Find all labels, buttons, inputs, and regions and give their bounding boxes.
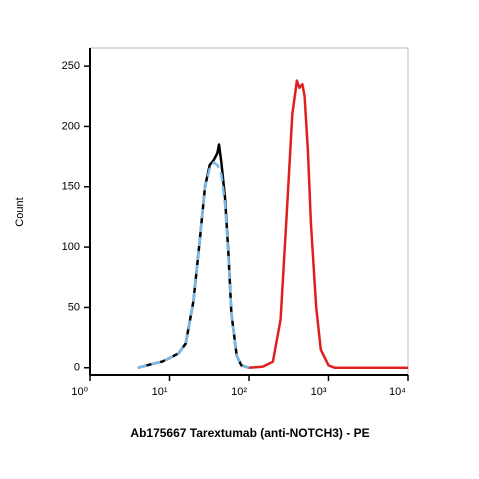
- x-axis-title: Ab175667 Tarextumab (anti-NOTCH3) - PE: [130, 426, 369, 440]
- x-tick-label: 10⁴: [389, 386, 406, 398]
- x-tick-label: 10¹: [152, 386, 168, 398]
- histogram-line: [137, 143, 250, 370]
- y-tick-label: 100: [62, 241, 80, 253]
- y-tick-label: 250: [62, 60, 80, 72]
- y-tick-label: 150: [62, 181, 80, 193]
- y-tick-label: 0: [74, 362, 80, 374]
- histogram-line: [248, 79, 408, 370]
- x-tick-label: 10³: [311, 386, 327, 398]
- histogram-line: [137, 161, 250, 370]
- x-tick-label: 10⁰: [71, 386, 88, 398]
- plot-frame: [89, 47, 409, 376]
- x-tick-label: 10²: [231, 386, 247, 398]
- y-tick-label: 50: [68, 301, 80, 313]
- y-axis-title: Count: [14, 197, 26, 226]
- y-tick-label: 200: [62, 120, 80, 132]
